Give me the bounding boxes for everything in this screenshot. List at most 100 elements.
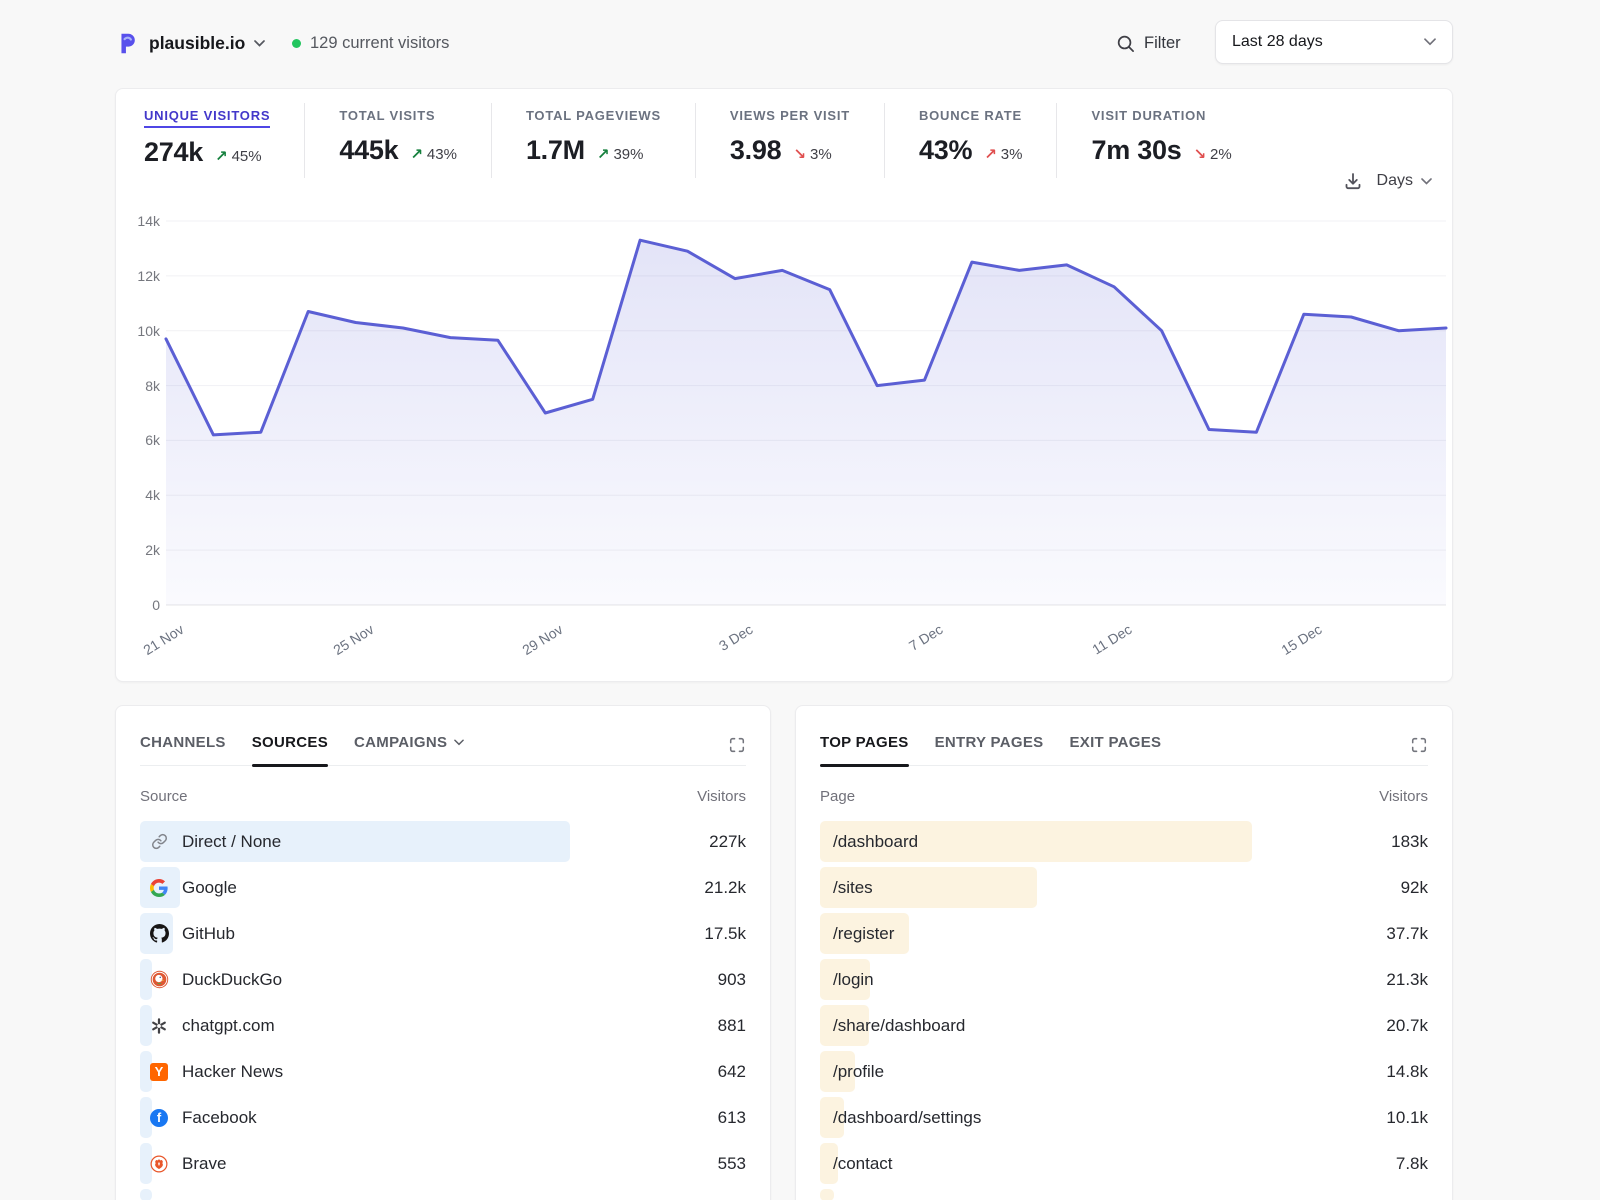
tab-entry-pages[interactable]: ENTRY PAGES — [934, 734, 1044, 751]
expand-icon — [729, 737, 745, 753]
page-label: /contact — [833, 1153, 893, 1173]
chevron-down-icon — [1424, 38, 1436, 46]
interval-select[interactable]: Days — [1377, 172, 1432, 190]
source-label: DuckDuckGo — [182, 969, 283, 989]
sources-tabs: CHANNELS SOURCES CAMPAIGNS — [140, 706, 746, 767]
tab-top-pages[interactable]: TOP PAGES — [820, 734, 909, 767]
y-tick: 6k — [145, 432, 160, 449]
stat-total-visits[interactable]: TOTAL VISITS 445k ↗ 43% — [304, 103, 491, 178]
source-row[interactable]: chatgpt.com 881 — [140, 1005, 746, 1046]
github-icon — [149, 924, 169, 944]
page-label: /register — [833, 923, 895, 943]
page-label: /dashboard — [833, 831, 919, 851]
link-icon — [149, 832, 169, 852]
page-visitors: 10.1k — [1386, 1107, 1428, 1127]
page-row[interactable]: /contact 7.8k — [820, 1143, 1428, 1184]
value-bar — [140, 959, 152, 1000]
date-range-select[interactable]: Last 28 days — [1215, 20, 1453, 64]
facebook-icon: f — [149, 1108, 169, 1128]
trend-up-icon: ↗ — [215, 148, 228, 165]
page-visitors: 21.3k — [1386, 969, 1428, 989]
source-visitors: 881 — [717, 1015, 746, 1035]
page-visitors: 92k — [1400, 877, 1428, 897]
source-row[interactable]: Direct / None 227k — [140, 821, 746, 862]
chart-controls: Days — [1343, 171, 1432, 191]
source-label: chatgpt.com — [182, 1015, 275, 1035]
download-button[interactable] — [1343, 171, 1363, 191]
trend-up-icon: ↗ — [596, 146, 610, 163]
page-row[interactable]: /dashboard/settings 10.1k — [820, 1097, 1428, 1138]
pages-tabs: TOP PAGES ENTRY PAGES EXIT PAGES — [820, 706, 1428, 767]
fullscreen-button[interactable] — [728, 736, 746, 754]
page-row[interactable]: /profile 14.8k — [820, 1051, 1428, 1092]
site-switcher[interactable]: plausible.io — [115, 24, 266, 62]
source-label: GitHub — [182, 923, 235, 943]
page-row-partial — [820, 1189, 1428, 1200]
source-row[interactable]: GitHub 17.5k — [140, 913, 746, 954]
page-row[interactable]: /share/dashboard 20.7k — [820, 1005, 1428, 1046]
tab-sources[interactable]: SOURCES — [251, 734, 329, 767]
fullscreen-button[interactable] — [1410, 736, 1428, 754]
value-bar — [820, 1005, 869, 1046]
tab-exit-pages[interactable]: EXIT PAGES — [1069, 734, 1162, 751]
filter-button[interactable]: Filter — [1116, 24, 1181, 62]
page-row[interactable]: /register 37.7k — [820, 913, 1428, 954]
expand-icon — [1411, 737, 1427, 753]
live-dot-icon — [292, 38, 301, 48]
y-tick: 12k — [137, 267, 160, 284]
pages-column-headers: Page Visitors — [820, 788, 1428, 805]
google-icon — [149, 878, 169, 898]
value-bar — [140, 1051, 152, 1092]
plausible-logo-icon — [121, 33, 135, 53]
tab-campaigns[interactable]: CAMPAIGNS — [354, 734, 465, 765]
page-visitors: 14.8k — [1386, 1061, 1428, 1081]
page-visitors: 183k — [1391, 831, 1428, 851]
x-tick: 7 Dec — [905, 621, 945, 654]
chart-area-fill — [166, 240, 1446, 605]
x-tick: 11 Dec — [1089, 621, 1135, 658]
source-row[interactable]: Brave 553 — [140, 1143, 746, 1184]
stat-total-pageviews[interactable]: TOTAL PAGEVIEWS 1.7M ↗ 39% — [490, 103, 695, 178]
value-bar — [820, 959, 871, 1000]
source-row[interactable]: f Facebook 613 — [140, 1097, 746, 1138]
y-tick: 4k — [145, 487, 160, 504]
source-visitors: 903 — [717, 969, 746, 989]
page-visitors: 7.8k — [1395, 1153, 1428, 1173]
x-tick: 29 Nov — [519, 621, 566, 659]
source-row[interactable]: DuckDuckGo 903 — [140, 959, 746, 1000]
source-row[interactable]: Y Hacker News 642 — [140, 1051, 746, 1092]
column-visitors: Visitors — [1379, 788, 1428, 805]
sources-list: Direct / None 227k Google 21.2k GitHub 1… — [140, 821, 746, 1200]
filter-label: Filter — [1144, 33, 1181, 52]
search-icon — [1117, 35, 1134, 52]
visitors-line-chart[interactable] — [164, 220, 1448, 606]
tab-channels[interactable]: CHANNELS — [140, 734, 226, 751]
page-visitors: 20.7k — [1386, 1015, 1428, 1035]
page-row[interactable]: /dashboard 183k — [820, 821, 1428, 862]
page-row[interactable]: /login 21.3k — [820, 959, 1428, 1000]
source-label: Direct / None — [182, 831, 282, 851]
page-label: /login — [833, 969, 874, 989]
trend-up-icon: ↗ — [984, 146, 997, 163]
chevron-down-icon — [254, 39, 266, 47]
page-row[interactable]: /sites 92k — [820, 867, 1428, 908]
y-tick: 10k — [137, 322, 160, 339]
page-label: /dashboard/settings — [833, 1107, 982, 1127]
source-row[interactable]: Google 21.2k — [140, 867, 746, 908]
value-bar — [820, 867, 1037, 908]
stat-views-per-visit[interactable]: VIEWS PER VISIT 3.98 ↘ 3% — [694, 103, 884, 178]
current-visitors[interactable]: 129 current visitors — [292, 24, 449, 62]
value-bar — [140, 1005, 152, 1046]
top-stats: UNIQUE VISITORS 274k ↗ 45% TOTAL VISITS 4… — [144, 103, 1266, 178]
value-bar — [140, 1189, 152, 1200]
value-bar — [820, 1143, 839, 1184]
stat-visit-duration[interactable]: VISIT DURATION 7m 30s ↘ 2% — [1056, 103, 1265, 178]
x-tick: 21 Nov — [140, 621, 187, 659]
stat-unique-visitors[interactable]: UNIQUE VISITORS 274k ↗ 45% — [144, 108, 271, 167]
value-bar — [140, 1143, 152, 1184]
stat-bounce-rate[interactable]: BOUNCE RATE 43% ↗ 3% — [883, 103, 1057, 178]
source-label: Brave — [182, 1153, 227, 1173]
page-label: /profile — [833, 1061, 885, 1081]
chatgpt-icon — [149, 1016, 169, 1036]
y-tick: 14k — [137, 213, 160, 229]
